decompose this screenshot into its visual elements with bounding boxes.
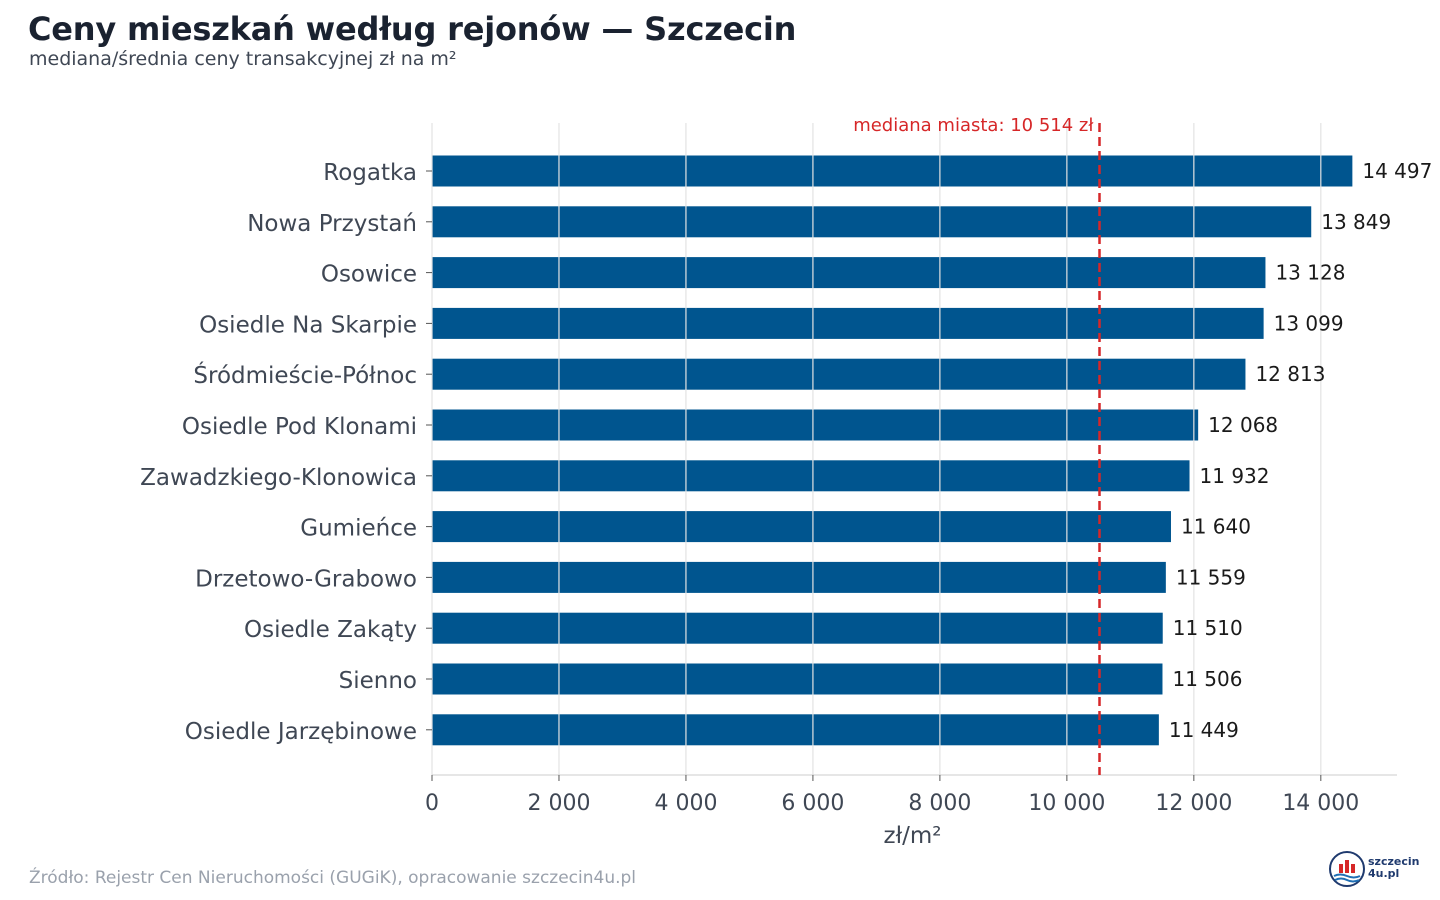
category-label: Śródmieście-Północ (193, 361, 417, 389)
x-tick-label: 4 000 (654, 791, 717, 816)
castle-logo-icon (1329, 851, 1365, 887)
logo-line-1: szczecin (1368, 855, 1420, 868)
value-label: 12 068 (1208, 413, 1278, 437)
chart-subtitle: mediana/średnia ceny transakcyjnej zł na… (29, 48, 457, 70)
bar (432, 561, 1166, 593)
value-label: 11 932 (1200, 464, 1270, 488)
category-label: Rogatka (323, 160, 417, 186)
x-tick-label: 14 000 (1282, 791, 1359, 816)
median-label: mediana miasta: 10 514 zł (853, 115, 1094, 136)
x-tick-label: 12 000 (1155, 791, 1232, 816)
bar (432, 307, 1264, 339)
bar-chart: 0 2 000 4 000 6 000 8 000 10 000 12 000 14 000 R… (140, 115, 1432, 849)
value-label: 11 449 (1169, 718, 1239, 742)
bar (432, 663, 1163, 695)
value-label: 14 497 (1362, 159, 1432, 183)
category-label: Osiedle Zakąty (244, 617, 417, 643)
bar (432, 612, 1163, 644)
category-label: Gumieńce (300, 516, 417, 542)
category-label: Osiedle Na Skarpie (199, 312, 417, 338)
category-label: Sienno (339, 668, 417, 694)
value-label: 13 849 (1321, 210, 1391, 234)
bar (432, 155, 1353, 187)
bar (432, 257, 1266, 289)
logo-text: szczecin 4u.pl (1368, 856, 1419, 880)
value-label: 11 506 (1172, 667, 1242, 691)
category-label: Zawadzkiego-Klonowica (140, 465, 417, 491)
bar (432, 358, 1246, 390)
value-label: 11 510 (1173, 616, 1243, 640)
x-tick-label: 8 000 (908, 791, 971, 816)
x-axis-title: zł/m² (884, 823, 942, 849)
chart-title: Ceny mieszkań według rejonów — Szczecin (28, 10, 797, 48)
category-label: Osiedle Jarzębinowe (185, 719, 417, 745)
x-tick-label: 2 000 (527, 791, 590, 816)
site-logo: szczecin 4u.pl (1328, 850, 1428, 890)
bar (432, 714, 1159, 746)
category-label: Osiedle Pod Klonami (182, 414, 417, 440)
x-tick-label: 0 (425, 791, 439, 816)
x-tick-label: 6 000 (781, 791, 844, 816)
value-label: 11 559 (1176, 565, 1246, 589)
value-label: 13 099 (1274, 311, 1344, 335)
category-label: Drzetowo-Grabowo (195, 566, 417, 592)
bar (432, 460, 1190, 492)
bar (432, 206, 1312, 238)
x-tick-label: 10 000 (1028, 791, 1105, 816)
bar (432, 409, 1199, 441)
category-label: Nowa Przystań (247, 211, 417, 237)
value-label: 11 640 (1181, 515, 1251, 539)
value-label: 12 813 (1255, 362, 1325, 386)
bar (432, 511, 1171, 543)
category-label: Osowice (321, 262, 417, 288)
source-note: Źródło: Rejestr Cen Nieruchomości (GUGiK… (29, 868, 637, 888)
logo-line-2: 4u.pl (1368, 867, 1400, 880)
value-label: 13 128 (1275, 261, 1345, 285)
